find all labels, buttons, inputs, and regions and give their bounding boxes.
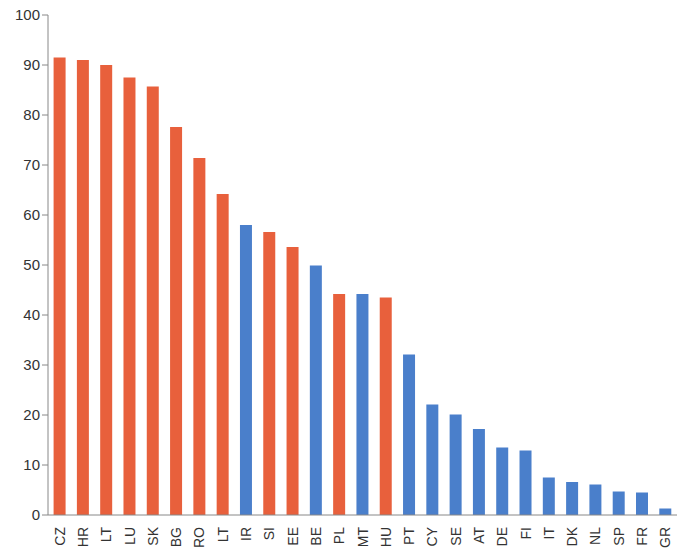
svg-text:70: 70: [23, 156, 40, 173]
svg-text:0: 0: [32, 506, 40, 523]
svg-text:IR: IR: [238, 527, 254, 541]
svg-text:MT: MT: [355, 527, 371, 548]
svg-text:EE: EE: [285, 527, 301, 546]
svg-text:SI: SI: [261, 527, 277, 540]
svg-text:80: 80: [23, 106, 40, 123]
svg-text:60: 60: [23, 206, 40, 223]
svg-text:CY: CY: [424, 526, 440, 546]
svg-text:BE: BE: [308, 527, 324, 546]
svg-text:GR: GR: [657, 527, 673, 548]
svg-text:50: 50: [23, 256, 40, 273]
svg-text:FR: FR: [634, 527, 650, 546]
svg-text:FI: FI: [518, 527, 534, 539]
svg-text:LT: LT: [215, 527, 231, 543]
svg-text:PT: PT: [401, 527, 417, 545]
svg-text:IT: IT: [541, 527, 557, 540]
svg-text:30: 30: [23, 356, 40, 373]
svg-text:NL: NL: [587, 527, 603, 545]
svg-text:AT: AT: [471, 527, 487, 544]
svg-text:PL: PL: [331, 527, 347, 544]
svg-text:SK: SK: [145, 526, 161, 545]
svg-text:HU: HU: [378, 527, 394, 547]
svg-text:40: 40: [23, 306, 40, 323]
svg-text:90: 90: [23, 56, 40, 73]
svg-text:SE: SE: [448, 527, 464, 546]
svg-text:100: 100: [15, 6, 40, 23]
svg-text:DE: DE: [494, 527, 510, 546]
svg-text:HR: HR: [75, 527, 91, 547]
svg-text:BG: BG: [168, 527, 184, 547]
svg-text:SP: SP: [611, 527, 627, 546]
svg-text:LT: LT: [98, 527, 114, 543]
svg-text:CZ: CZ: [52, 527, 68, 546]
svg-text:DK: DK: [564, 526, 580, 546]
svg-text:20: 20: [23, 406, 40, 423]
svg-text:LU: LU: [122, 527, 138, 545]
svg-text:10: 10: [23, 456, 40, 473]
svg-text:RO: RO: [191, 527, 207, 548]
